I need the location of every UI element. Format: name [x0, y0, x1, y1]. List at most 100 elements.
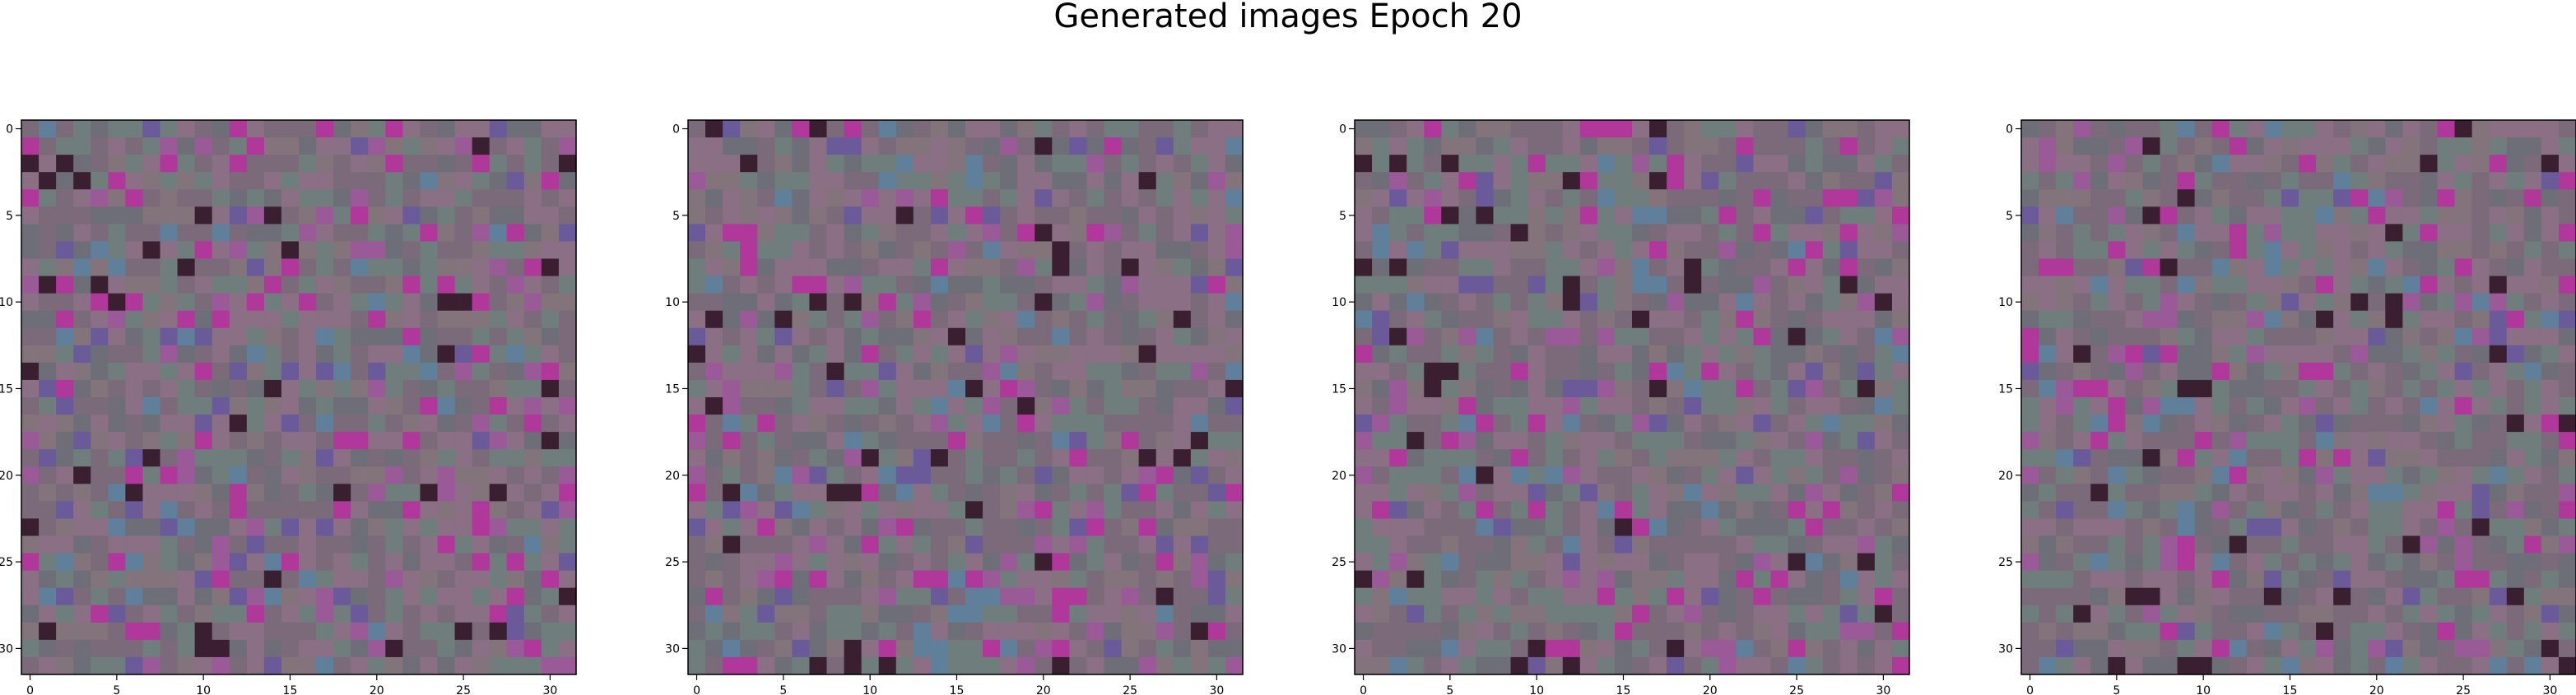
image-pixel — [2211, 137, 2230, 155]
image-pixel — [1017, 241, 1035, 260]
image-pixel — [1805, 362, 1824, 381]
image-pixel — [2471, 501, 2490, 520]
image-pixel — [1138, 518, 1157, 537]
image-pixel — [2437, 327, 2456, 346]
image-pixel — [1614, 415, 1633, 433]
image-pixel — [1718, 241, 1737, 260]
image-pixel — [73, 276, 91, 294]
image-pixel — [2056, 379, 2074, 398]
image-pixel — [229, 155, 248, 173]
image-pixel — [983, 484, 1001, 502]
image-pixel — [73, 379, 91, 398]
image-pixel — [1579, 466, 1598, 484]
image-pixel — [1701, 535, 1719, 554]
image-pixel — [1736, 379, 1755, 398]
image-pixel — [263, 327, 282, 346]
image-pixel — [246, 345, 265, 364]
image-pixel — [1155, 276, 1174, 294]
image-pixel — [1684, 172, 1702, 190]
image-pixel — [1857, 484, 1876, 502]
image-pixel — [472, 501, 491, 520]
image-pixel — [160, 587, 179, 606]
image-pixel — [2142, 553, 2161, 572]
image-pixel — [56, 622, 74, 641]
image-pixel — [947, 587, 966, 606]
image-pixel — [2177, 553, 2196, 572]
image-pixel — [2263, 553, 2282, 572]
image-pixel — [2090, 622, 2109, 641]
image-pixel — [56, 639, 74, 658]
image-pixel — [1649, 570, 1667, 589]
image-pixel — [246, 639, 265, 658]
image-pixel — [1684, 449, 1702, 467]
image-pixel — [1441, 362, 1459, 381]
image-pixel — [177, 415, 196, 433]
image-pixel — [740, 605, 758, 623]
image-pixel — [160, 501, 179, 520]
image-pixel — [1424, 345, 1442, 364]
image-pixel — [472, 120, 491, 138]
image-pixel — [983, 379, 1001, 398]
image-pixel — [1839, 432, 1858, 450]
image-pixel — [1805, 553, 1824, 572]
image-pixel — [1138, 137, 1157, 155]
image-pixel — [1527, 172, 1546, 190]
image-pixel — [2125, 501, 2144, 520]
image-pixel — [73, 484, 91, 502]
image-pixel — [125, 379, 144, 398]
image-pixel — [1372, 432, 1390, 450]
image-pixel — [523, 241, 542, 260]
image-pixel — [792, 587, 811, 606]
image-pixel — [2523, 276, 2542, 294]
image-pixel — [1052, 553, 1070, 572]
image-pixel — [792, 518, 811, 537]
image-pixel — [489, 241, 508, 260]
image-pixel — [160, 120, 179, 138]
image-pixel — [1701, 570, 1719, 589]
image-pixel — [792, 501, 811, 520]
image-pixel — [2229, 241, 2248, 260]
image-pixel — [263, 622, 282, 641]
image-pixel — [2073, 466, 2091, 484]
image-pixel — [1372, 293, 1390, 312]
image-pixel — [2177, 397, 2196, 415]
image-pixel — [142, 553, 161, 572]
image-pixel — [558, 639, 577, 658]
image-pixel — [1857, 587, 1876, 606]
image-pixel — [2177, 345, 2196, 364]
image-pixel — [913, 120, 932, 138]
image-pixel — [437, 449, 456, 467]
image-pixel — [2090, 432, 2109, 450]
image-pixel — [757, 432, 775, 450]
image-pixel — [108, 466, 126, 484]
image-pixel — [2385, 345, 2403, 364]
image-pixel — [1822, 362, 1841, 381]
image-pixel — [316, 639, 334, 658]
image-pixel — [1805, 501, 1824, 520]
image-pixel — [1701, 622, 1719, 641]
image-pixel — [489, 293, 508, 312]
image-pixel — [506, 172, 525, 190]
image-pixel — [142, 327, 161, 346]
image-pixel — [895, 276, 914, 294]
image-pixel — [263, 258, 282, 277]
image-pixel — [2558, 224, 2576, 243]
image-pixel — [316, 276, 334, 294]
image-pixel — [1632, 258, 1650, 277]
image-pixel — [229, 206, 248, 225]
image-pixel — [177, 553, 196, 572]
image-pixel — [2333, 258, 2351, 277]
image-pixel — [1155, 172, 1174, 190]
image-pixel — [1000, 293, 1018, 312]
image-pixel — [1788, 276, 1806, 294]
image-pixel — [1649, 258, 1667, 277]
image-pixel — [2420, 656, 2439, 675]
image-pixel — [2299, 172, 2317, 190]
image-pixel — [56, 241, 74, 260]
image-pixel — [1155, 656, 1174, 675]
image-pixel — [705, 120, 723, 138]
image-pixel — [930, 605, 949, 623]
image-pixel — [2177, 432, 2196, 450]
image-pixel — [757, 587, 775, 606]
